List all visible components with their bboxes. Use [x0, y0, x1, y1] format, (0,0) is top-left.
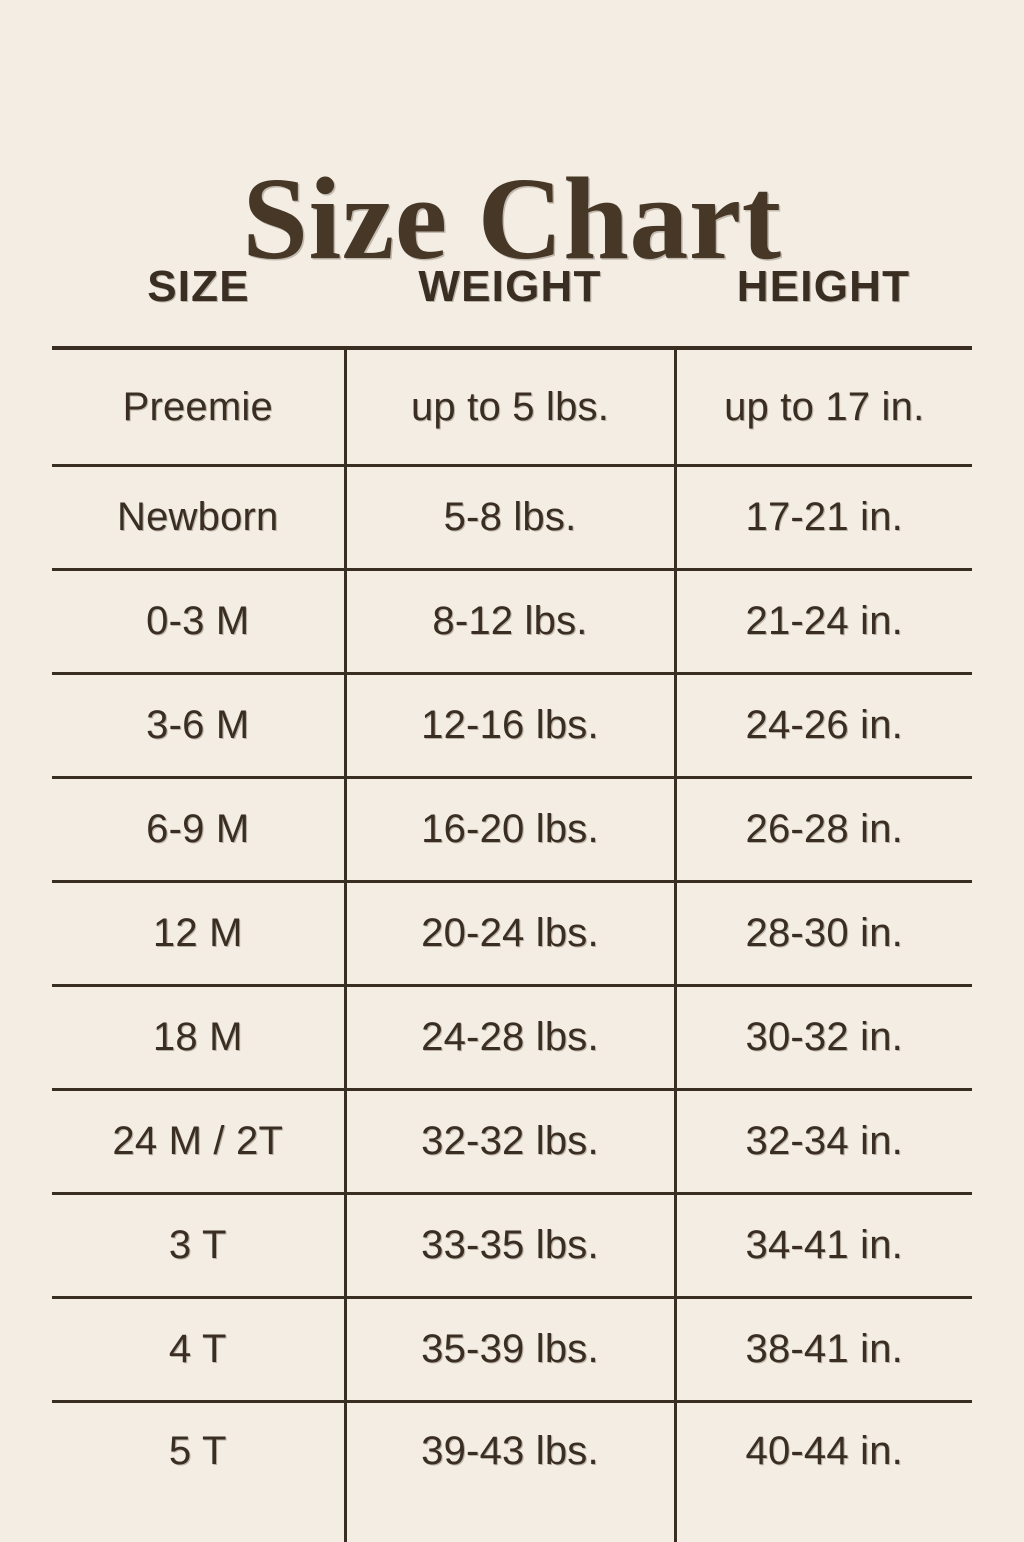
- cell-size: 18 M: [52, 986, 345, 1090]
- cell-size: 3-6 M: [52, 674, 345, 778]
- cell-weight: 12-16 lbs.: [345, 674, 675, 778]
- table-row: 0-3 M 8-12 lbs. 21-24 in.: [52, 570, 972, 674]
- column-header-height: HEIGHT: [675, 262, 972, 348]
- cell-size: 6-9 M: [52, 778, 345, 882]
- table-row: 18 M 24-28 lbs. 30-32 in.: [52, 986, 972, 1090]
- cell-height: 34-41 in.: [675, 1194, 972, 1298]
- cell-height: 24-26 in.: [675, 674, 972, 778]
- table-row: 4 T 35-39 lbs. 38-41 in.: [52, 1298, 972, 1402]
- table-row: 3 T 33-35 lbs. 34-41 in.: [52, 1194, 972, 1298]
- table-row: Preemie up to 5 lbs. up to 17 in.: [52, 348, 972, 466]
- table-header: SIZE WEIGHT HEIGHT: [52, 262, 972, 348]
- cell-weight: 5-8 lbs.: [345, 466, 675, 570]
- cell-height: 28-30 in.: [675, 882, 972, 986]
- cell-height: 17-21 in.: [675, 466, 972, 570]
- cell-height: up to 17 in.: [675, 348, 972, 466]
- cell-weight: 8-12 lbs.: [345, 570, 675, 674]
- table-row: 24 M / 2T 32-32 lbs. 32-34 in.: [52, 1090, 972, 1194]
- table-row: 3-6 M 12-16 lbs. 24-26 in.: [52, 674, 972, 778]
- cell-weight: 24-28 lbs.: [345, 986, 675, 1090]
- cell-size: 12 M: [52, 882, 345, 986]
- cell-height: 21-24 in.: [675, 570, 972, 674]
- cell-weight: 39-43 lbs.: [345, 1402, 675, 1542]
- cell-weight: 20-24 lbs.: [345, 882, 675, 986]
- cell-height: 30-32 in.: [675, 986, 972, 1090]
- table-row: 12 M 20-24 lbs. 28-30 in.: [52, 882, 972, 986]
- cell-size: Preemie: [52, 348, 345, 466]
- column-header-size: SIZE: [52, 262, 345, 348]
- cell-weight: 32-32 lbs.: [345, 1090, 675, 1194]
- column-header-weight: WEIGHT: [345, 262, 675, 348]
- cell-weight: up to 5 lbs.: [345, 348, 675, 466]
- table-body: Preemie up to 5 lbs. up to 17 in. Newbor…: [52, 348, 972, 1542]
- cell-size: 0-3 M: [52, 570, 345, 674]
- cell-size: 24 M / 2T: [52, 1090, 345, 1194]
- cell-size: Newborn: [52, 466, 345, 570]
- size-chart-table: SIZE WEIGHT HEIGHT Preemie up to 5 lbs. …: [52, 262, 972, 1542]
- size-chart-table-container: SIZE WEIGHT HEIGHT Preemie up to 5 lbs. …: [52, 262, 972, 1542]
- cell-height: 38-41 in.: [675, 1298, 972, 1402]
- table-row: 6-9 M 16-20 lbs. 26-28 in.: [52, 778, 972, 882]
- cell-weight: 33-35 lbs.: [345, 1194, 675, 1298]
- cell-size: 3 T: [52, 1194, 345, 1298]
- cell-size: 5 T: [52, 1402, 345, 1542]
- cell-size: 4 T: [52, 1298, 345, 1402]
- cell-weight: 35-39 lbs.: [345, 1298, 675, 1402]
- table-row: Newborn 5-8 lbs. 17-21 in.: [52, 466, 972, 570]
- cell-weight: 16-20 lbs.: [345, 778, 675, 882]
- cell-height: 32-34 in.: [675, 1090, 972, 1194]
- table-row: 5 T 39-43 lbs. 40-44 in.: [52, 1402, 972, 1542]
- cell-height: 40-44 in.: [675, 1402, 972, 1542]
- header-row: SIZE WEIGHT HEIGHT: [52, 262, 972, 348]
- cell-height: 26-28 in.: [675, 778, 972, 882]
